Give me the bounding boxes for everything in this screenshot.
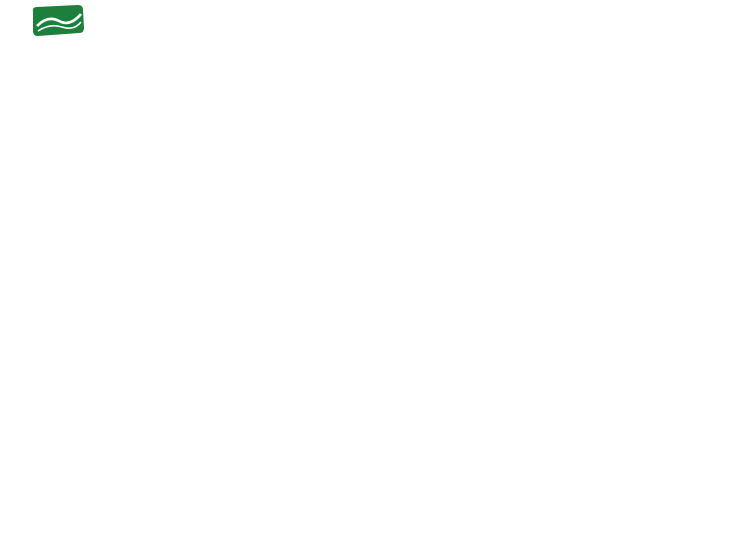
logo-wave-icon <box>36 13 82 27</box>
sst-anomaly-map-canvas <box>30 55 700 450</box>
agency-logo <box>32 5 84 36</box>
logo-wave2-icon <box>37 21 82 32</box>
world-map <box>30 55 700 450</box>
colorbar <box>55 486 655 512</box>
